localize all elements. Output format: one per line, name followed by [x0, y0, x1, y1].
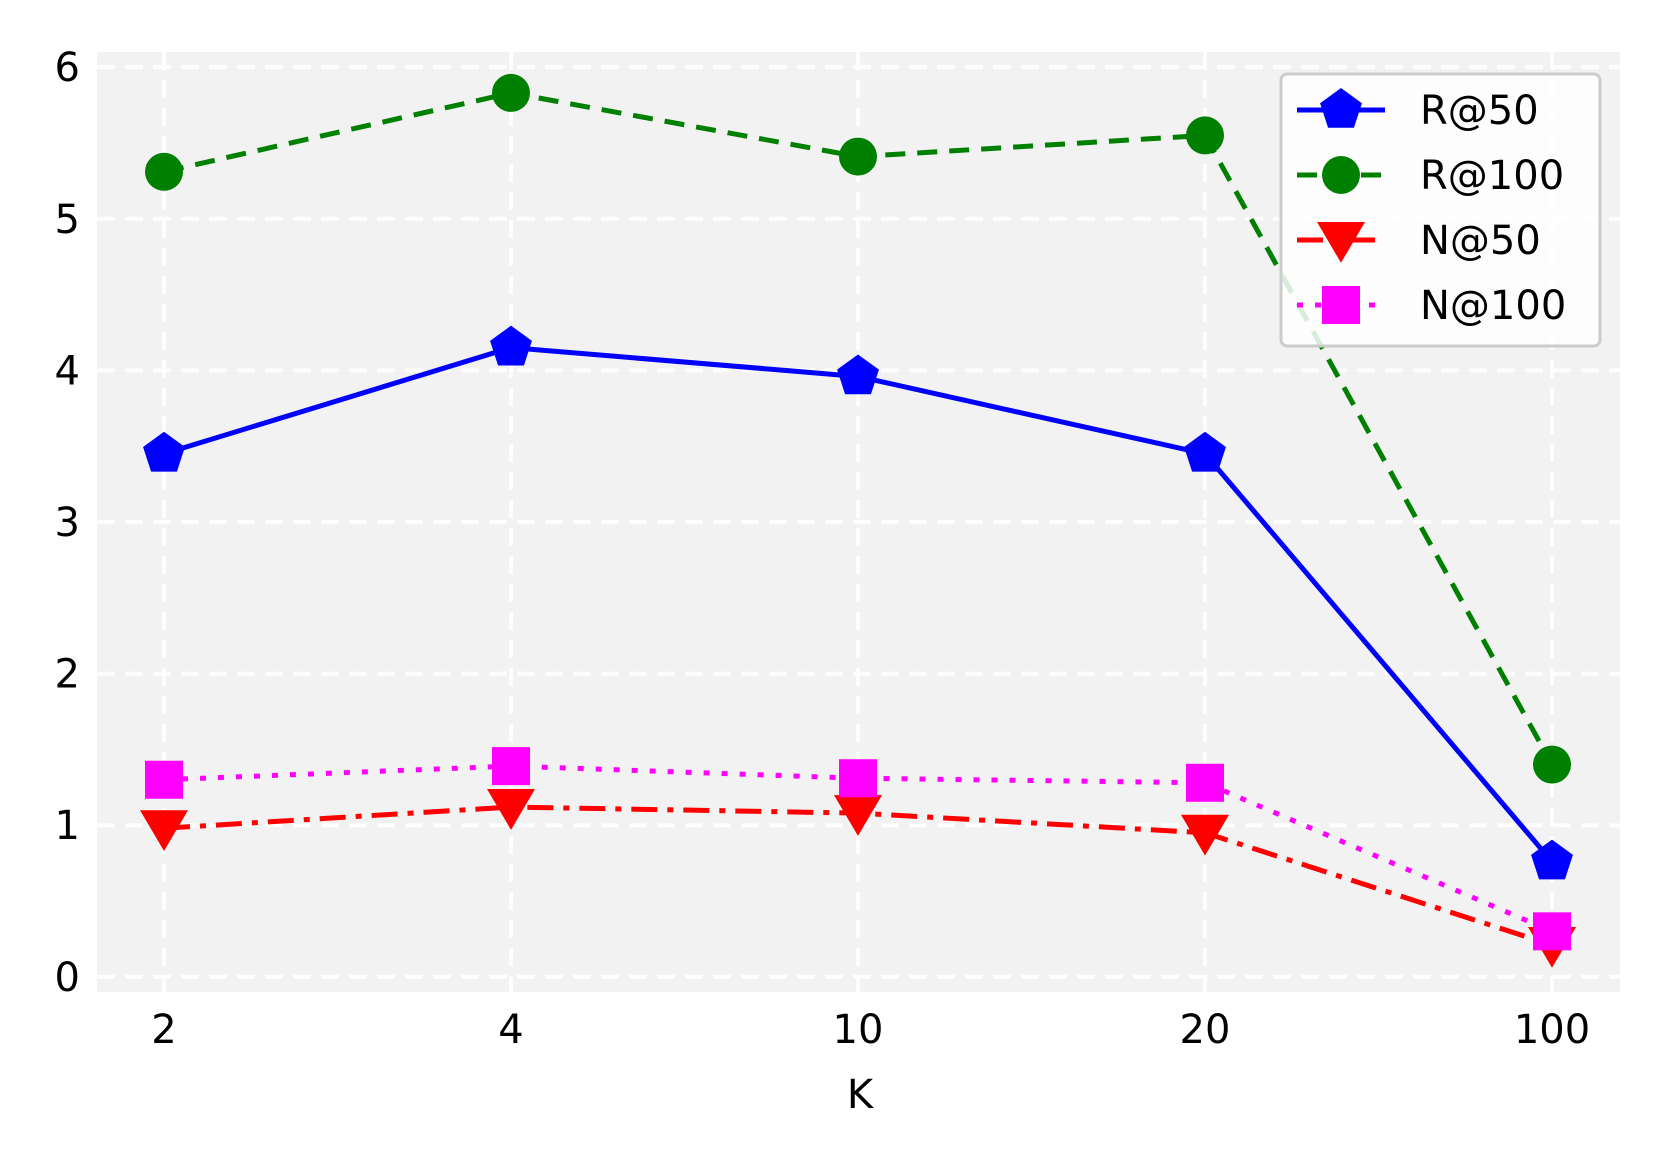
legend-marker	[1317, 222, 1365, 263]
data-point	[487, 789, 535, 830]
legend: R@50 R@100 N@50 N@100	[1279, 72, 1602, 348]
legend-label: N@50	[1420, 218, 1541, 264]
legend-label: R@50	[1420, 88, 1539, 134]
data-point	[145, 152, 183, 191]
y-tick-label: 5	[55, 197, 80, 243]
x-axis-label: K	[847, 1072, 875, 1118]
data-point	[492, 73, 530, 112]
x-tick-label: 100	[1514, 1007, 1590, 1053]
data-point	[490, 325, 532, 366]
data-point	[834, 795, 882, 836]
x-tick-label: 10	[833, 1007, 884, 1053]
legend-box	[1279, 72, 1602, 348]
y-tick-label: 6	[55, 45, 80, 91]
y-tick-label: 2	[55, 652, 80, 698]
legend-label: R@100	[1420, 153, 1564, 199]
legend-marker	[1320, 88, 1362, 128]
data-point	[837, 354, 879, 395]
y-tick-label: 0	[55, 955, 80, 1001]
data-point	[492, 747, 530, 786]
legend-label: N@100	[1420, 283, 1566, 329]
data-point	[1186, 763, 1224, 802]
data-point	[1186, 116, 1224, 155]
legend-marker	[1322, 156, 1360, 194]
x-tick-label: 4	[498, 1007, 523, 1053]
data-point	[839, 759, 877, 798]
data-point	[145, 760, 183, 799]
data-point	[1533, 745, 1571, 784]
series-R@50	[143, 325, 1573, 880]
data-point	[143, 431, 185, 472]
legend-marker	[1322, 286, 1360, 324]
y-tick-label: 3	[55, 500, 80, 546]
data-point	[1531, 839, 1573, 880]
x-tick-label: 2	[151, 1007, 176, 1053]
data-point	[1181, 814, 1229, 856]
y-tick-label: 4	[55, 348, 80, 394]
y-tick-label: 1	[55, 803, 80, 849]
data-point	[140, 810, 188, 852]
series-N@100	[145, 747, 1571, 951]
tick-labels: 2 4 10 20 100 0 1 2 3 4 5 6	[55, 45, 1591, 1053]
data-point	[1184, 431, 1226, 472]
data-point	[1533, 912, 1571, 951]
x-tick-label: 20	[1180, 1007, 1231, 1053]
series-group	[140, 73, 1576, 968]
data-point	[839, 137, 877, 176]
